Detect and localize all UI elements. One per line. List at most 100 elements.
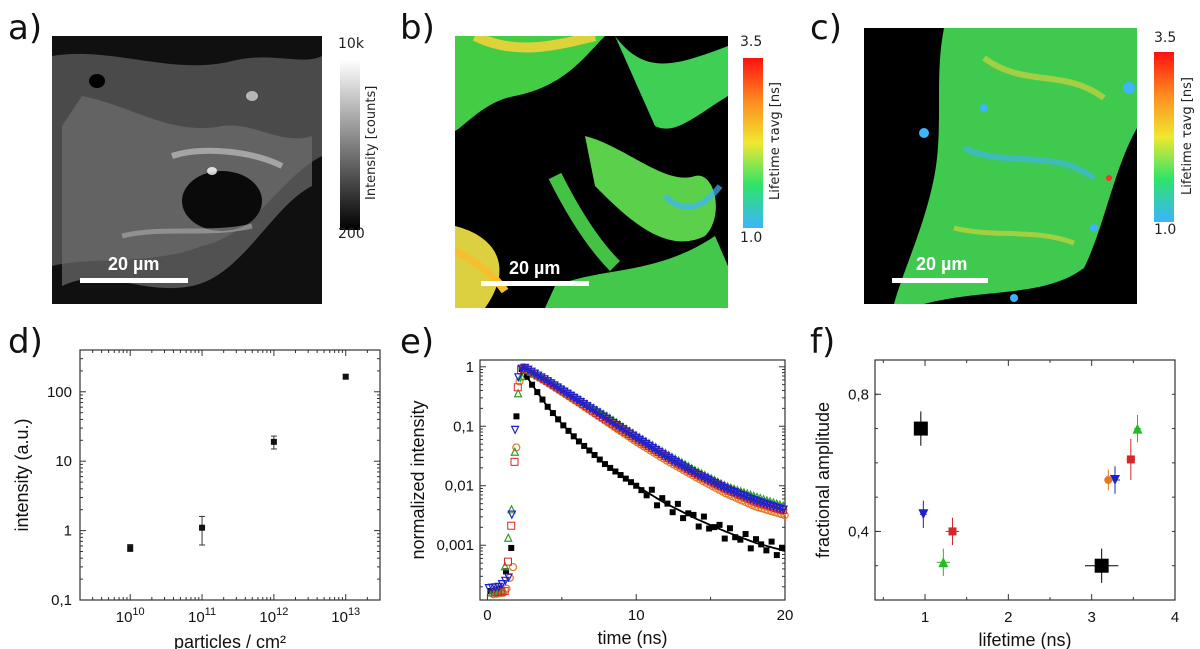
decay-point-e (595, 410, 605, 420)
data-point-f (918, 509, 929, 520)
decay-point-e (716, 521, 723, 528)
decay-point-e (631, 433, 641, 443)
y-tick-label-d: 1 (64, 523, 72, 540)
scalebar-c (892, 278, 988, 283)
scalebar-label-a: 20 µm (108, 254, 160, 274)
lifetime-colorbar-b-title: Lifetime τavg [ns] (768, 82, 783, 200)
decay-point-e (602, 414, 612, 424)
decay-point-e (508, 544, 515, 551)
chart-intensity-vs-particles: 1010 1011 1012 1013 0,1 1 10 100 particles / cm²… (12, 349, 381, 649)
intensity-colorbar-min: 200 (338, 226, 365, 242)
decay-point-e (549, 381, 559, 391)
lifetime-colorbar-b-max: 3.5 (740, 34, 763, 50)
decay-point-e (513, 413, 520, 420)
decay-point-e (563, 389, 572, 399)
intensity-colorbar-max: 10k (338, 36, 364, 52)
lifetime-colorbar-b-min: 1.0 (740, 230, 763, 246)
decay-point-e (669, 509, 676, 516)
lifetime-colorbar-c-max: 3.5 (1154, 30, 1177, 46)
decay-point-e (674, 500, 681, 507)
data-point-f (938, 557, 949, 568)
y-tick-label-d: 100 (47, 384, 72, 401)
decay-point-e (641, 439, 651, 449)
decay-point-e (654, 502, 661, 509)
decay-point-e (592, 408, 602, 418)
decay-point-e (700, 513, 707, 520)
decay-point-e (599, 412, 608, 422)
decay-point-e (768, 538, 775, 545)
lifetime-texture-b (455, 36, 728, 308)
decay-point-e (648, 486, 655, 493)
decay-point-e (585, 404, 595, 414)
decay-point-e (559, 387, 569, 397)
x-tick-label-f: 1 (921, 609, 929, 626)
y-tick-label-e: 0,01 (445, 478, 474, 495)
data-point-f (913, 421, 928, 436)
data-point-d (342, 373, 349, 380)
decay-point-e (628, 431, 638, 441)
lifetime-texture-c (864, 28, 1137, 304)
data-point-f (1110, 475, 1120, 485)
decay-point-e (695, 523, 702, 530)
data-point-f (1094, 558, 1109, 573)
y-tick-label-f: 0,8 (848, 386, 869, 403)
y-tick-label-e: 0,1 (453, 418, 474, 435)
panel-label-c: c) (810, 8, 842, 48)
decay-point-e (612, 420, 622, 430)
decay-point-e (566, 391, 576, 401)
y-axis-label-f: fractional amplitude (813, 402, 833, 558)
decay-point-e (721, 535, 728, 542)
decay-point-e (685, 510, 692, 517)
y-axis-label-e: normalized intensity (408, 400, 428, 559)
decay-point-e (742, 530, 749, 537)
decay-point-e (690, 511, 697, 518)
decay-point-e (504, 573, 514, 583)
y-tick-label-e: 1 (466, 359, 474, 376)
decay-point-e (503, 557, 512, 566)
decay-point-e (615, 423, 625, 433)
decay-point-e (644, 441, 654, 451)
x-tick-label-f: 2 (1004, 609, 1012, 626)
decay-point-e (732, 534, 739, 541)
decay-point-e (706, 525, 713, 532)
lifetime-colorbar-c-min: 1.0 (1154, 222, 1177, 238)
data-point-d (127, 545, 134, 552)
lifetime-colorbar-b (743, 58, 763, 228)
decay-point-e (507, 521, 516, 530)
data-point-f (948, 527, 957, 536)
decay-point-e (763, 547, 770, 554)
data-point-d (270, 438, 277, 445)
decay-point-e (643, 492, 650, 499)
intensity-colorbar (340, 60, 360, 230)
x-tick-label-d: 1012 (259, 606, 288, 626)
plot-frame-f (874, 359, 1176, 601)
decay-point-e (503, 532, 513, 542)
decay-point-e (513, 383, 522, 392)
panel-label-f: f) (810, 322, 836, 362)
decay-point-e (569, 393, 579, 403)
panel-label-b: b) (400, 8, 435, 48)
decay-point-e (508, 562, 518, 572)
decay-point-e (651, 446, 661, 455)
decay-point-e (582, 402, 592, 412)
panel-label-d: d) (8, 322, 43, 362)
fit-line-e (519, 365, 786, 511)
decay-point-e (638, 437, 648, 447)
y-tick-label-e: 0,001 (436, 537, 474, 554)
y-tick-label-d: 10 (55, 453, 72, 470)
decay-point-e (510, 457, 519, 466)
data-point-d (199, 524, 206, 531)
fit-line-e (519, 366, 786, 552)
y-axis-label-d: intensity (a.u.) (12, 418, 32, 531)
decay-point-e (500, 576, 510, 586)
x-axis-label-f: lifetime (ns) (978, 630, 1071, 649)
scalebar-b (481, 281, 589, 286)
decay-point-e (513, 373, 523, 383)
decay-point-e (605, 416, 615, 426)
lifetime-image-b: 20 µm (455, 36, 728, 308)
intensity-image: 20 µm (52, 36, 322, 304)
decay-point-e (680, 515, 687, 522)
x-tick-label-f: 3 (1087, 609, 1095, 626)
decay-point-e (510, 425, 520, 435)
intensity-colorbar-title: Intensity [counts] (364, 85, 379, 200)
